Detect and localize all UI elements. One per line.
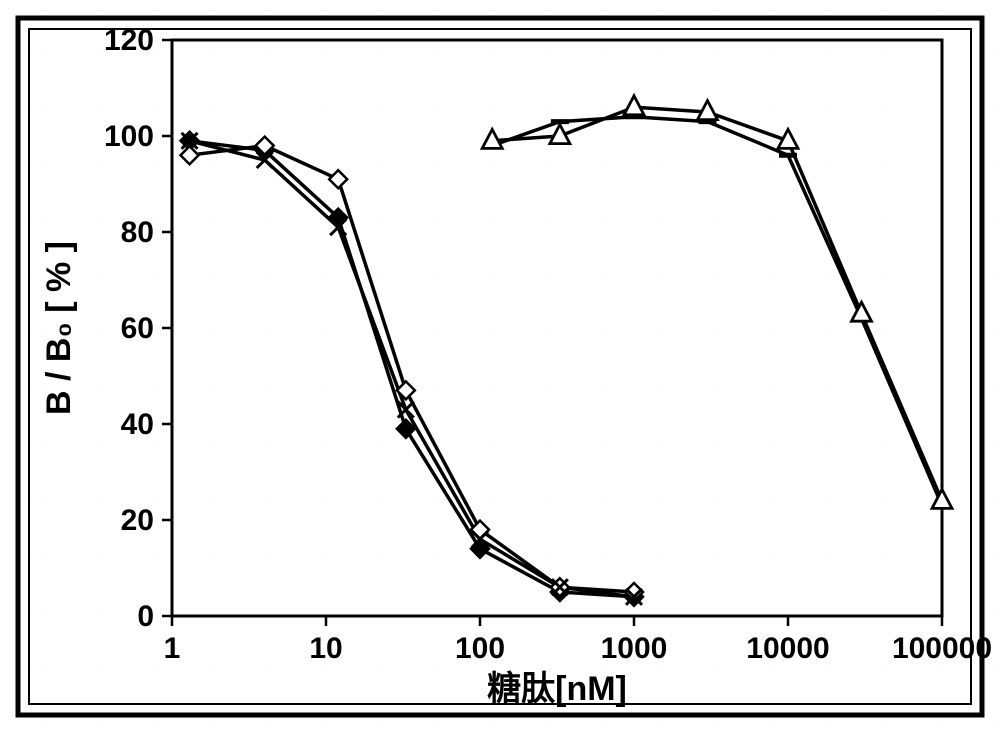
y-tick-label: 40 (121, 408, 154, 441)
x-tick-label: 10000 (746, 632, 829, 665)
y-tick-label: 120 (104, 24, 154, 57)
chart-svg: 1 10 100 1000 10000 100000 0 20 40 60 80 100 120 糖肽[n… (0, 0, 1000, 733)
x-tick-label: 1000 (601, 632, 668, 665)
plot-area (172, 40, 942, 616)
x-tick-label: 1 (164, 632, 181, 665)
chart-container: 1 10 100 1000 10000 100000 0 20 40 60 80 100 120 糖肽[n… (0, 0, 1000, 733)
y-tick-label: 0 (137, 600, 154, 633)
y-tick-label: 100 (104, 120, 154, 153)
x-axis-label: 糖肽[nM] (487, 670, 627, 708)
y-axis-label: B / B₀ [ % ] (40, 241, 78, 415)
y-tick-label: 80 (121, 216, 154, 249)
x-tick-label: 100 (455, 632, 505, 665)
x-tick-label: 100000 (892, 632, 992, 665)
x-tick-label: 10 (309, 632, 342, 665)
y-tick-label: 60 (121, 312, 154, 345)
y-tick-label: 20 (121, 504, 154, 537)
